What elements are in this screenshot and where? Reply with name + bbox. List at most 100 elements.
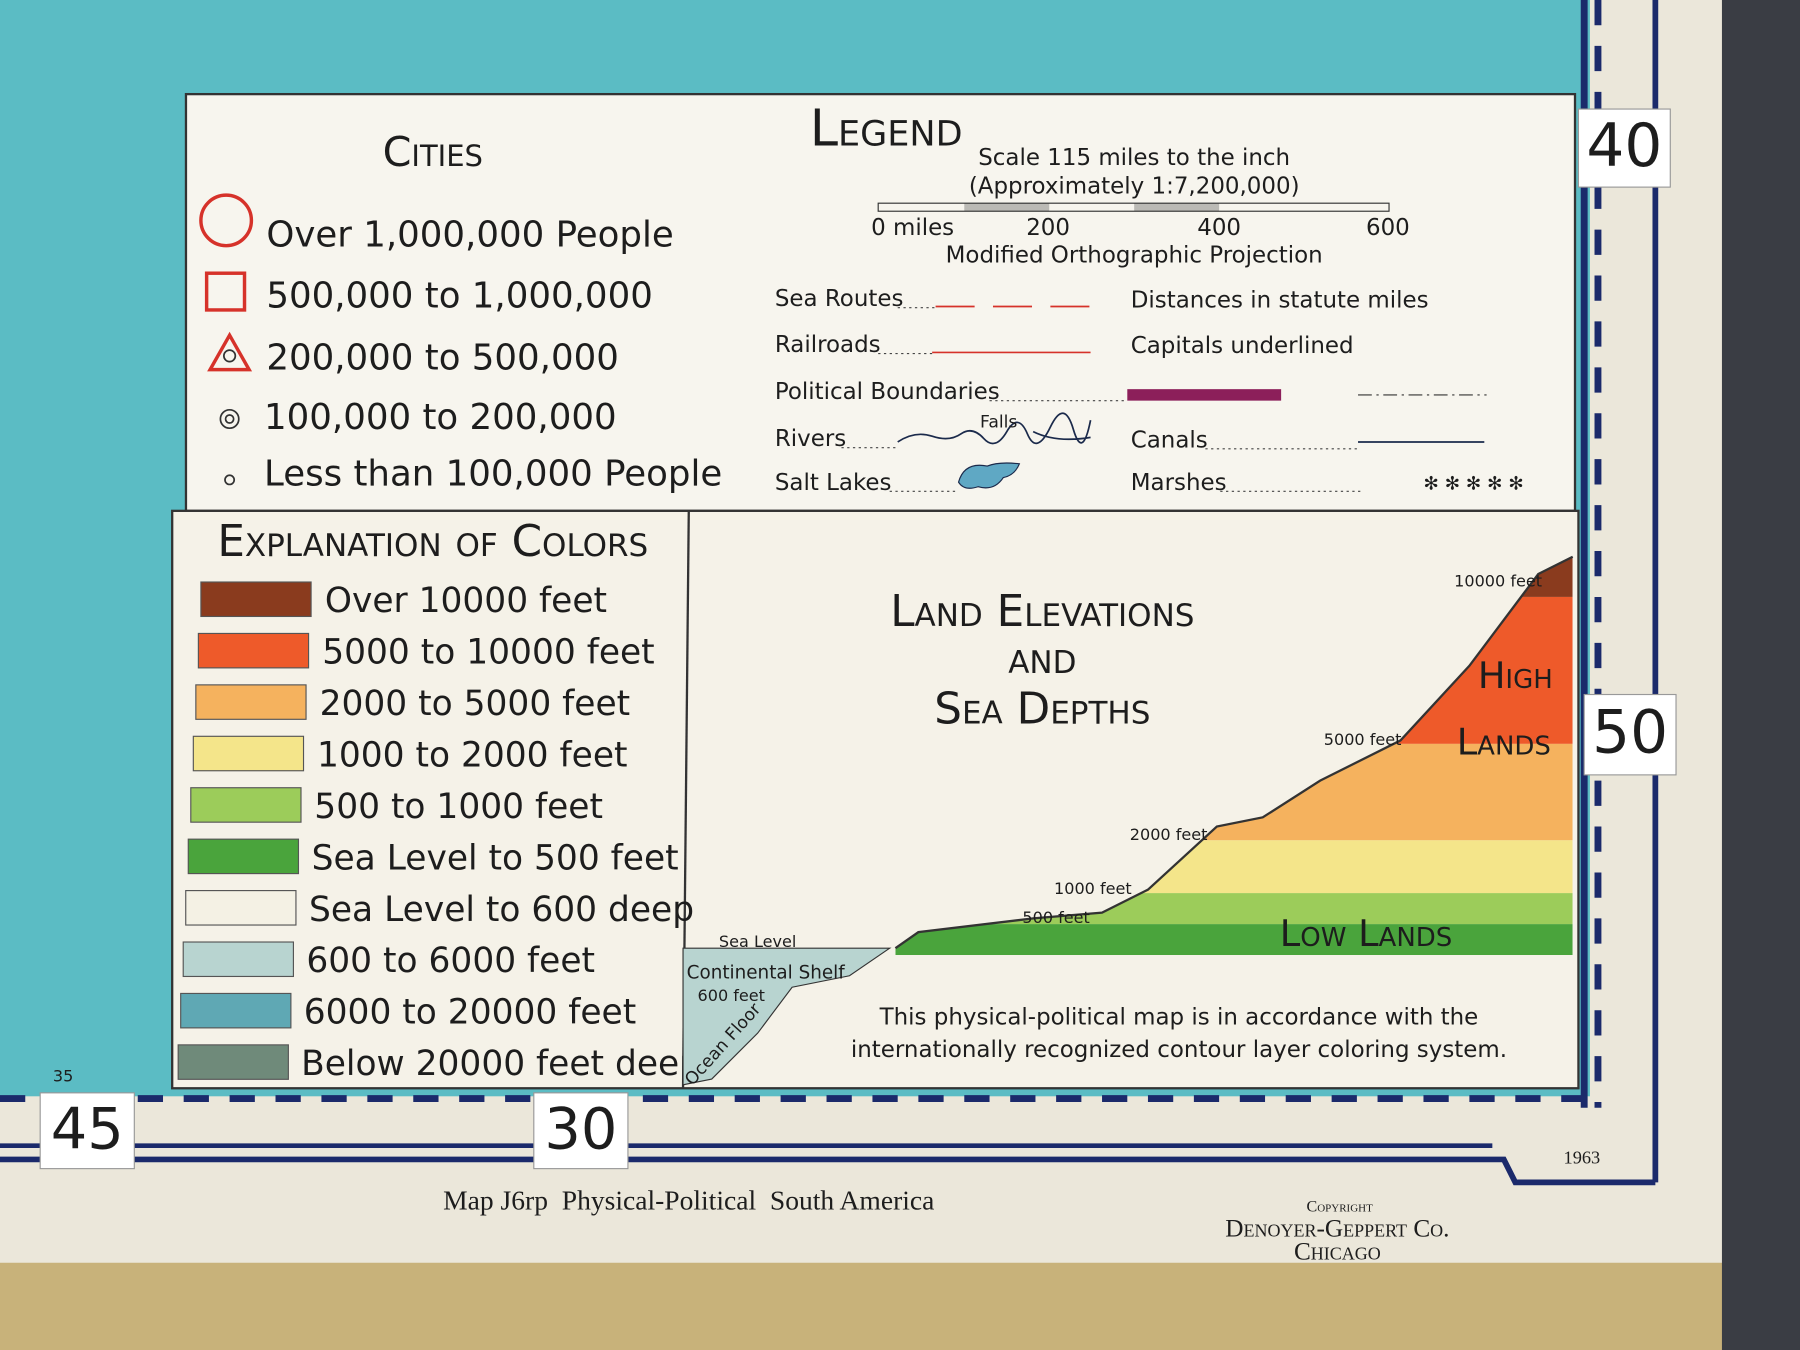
grid-label: 30: [544, 1096, 617, 1163]
scale-text: Scale 115 miles to the inch: [978, 145, 1290, 171]
elev-label: 600 feet: [698, 986, 765, 1005]
symbol: [207, 331, 253, 372]
grid-label: 50: [1592, 698, 1668, 767]
label-box: [1583, 693, 1677, 776]
grid-labels: 40 50 45 30 35: [39, 108, 1677, 1170]
color-swatch: [200, 581, 312, 618]
copyright: Copyright: [1307, 1198, 1374, 1215]
elev-label: 10000 feet: [1454, 572, 1542, 591]
symbol-label: Canals: [1131, 427, 1208, 453]
color-swatch: [190, 787, 302, 823]
color-swatch: [180, 992, 292, 1029]
color-swatch: [182, 941, 294, 978]
falls-label: Falls: [980, 412, 1017, 432]
band: [895, 924, 1573, 956]
color-label: Sea Level to 500 feet: [312, 838, 679, 878]
boundary: [1127, 389, 1282, 401]
color-swatch: [197, 632, 310, 669]
color-swatch: [195, 684, 307, 720]
symbol-label: Political Boundaries: [775, 379, 1000, 405]
note: internationally recognized contour layer…: [851, 1037, 1507, 1063]
symbol-label: Sea Routes: [775, 286, 904, 312]
diagram-title: Sea Depths: [934, 685, 1150, 735]
color-label: 2000 to 5000 feet: [320, 684, 631, 724]
scale-text: (Approximately 1:7,200,000): [969, 174, 1300, 200]
year: 1963: [1564, 1148, 1601, 1168]
diagram-title: and: [1008, 634, 1076, 684]
scale-label: 0 miles: [871, 215, 954, 241]
legend-title: Legend: [810, 99, 963, 158]
color-list: Over 10000 feet 5000 to 10000 feet 2000 to…: [177, 581, 701, 1084]
colors-title: Explanation of Colors: [217, 517, 648, 567]
city-symbols: [199, 193, 254, 486]
color-label: Sea Level to 600 deep: [309, 890, 694, 930]
label-box: [1577, 108, 1671, 188]
color-label: 6000 to 20000 feet: [304, 993, 636, 1033]
symbol-label: Marshes: [1131, 470, 1227, 496]
symbol-label: Rivers: [775, 426, 846, 452]
legend-box: [184, 92, 1577, 512]
city-label: 500,000 to 1,000,000: [266, 275, 653, 316]
city: Chicago: [1294, 1237, 1381, 1265]
elev-label: Continental Shelf: [687, 962, 846, 983]
color-swatch: [187, 838, 300, 875]
cities-title: Cities: [383, 128, 483, 176]
city-label: 200,000 to 500,000: [266, 337, 619, 378]
sea-floor: [682, 947, 892, 1086]
scale-label: 400: [1197, 215, 1241, 241]
elev-label: 5000 feet: [1324, 730, 1402, 749]
river: [897, 412, 1092, 445]
grid-label: 40: [1586, 112, 1662, 181]
profile: [894, 555, 1574, 950]
color-swatch: [192, 735, 305, 772]
scale-bar: [1134, 203, 1220, 212]
map-title: Map J6rp Physical-Political South Americ…: [443, 1184, 934, 1215]
diagram-title: Land Elevations: [890, 587, 1194, 637]
scale-bar: [877, 202, 1390, 212]
projection: Modified Orthographic Projection: [946, 242, 1323, 268]
color-label: Over 10000 feet: [325, 581, 607, 621]
city-label: Over 1,000,000 People: [266, 214, 673, 255]
carpet: [1721, 0, 1800, 1350]
label-box: [533, 1092, 629, 1170]
publisher: Denoyer-Geppert Co.: [1225, 1214, 1449, 1242]
symbol: [224, 414, 235, 424]
city-list: Over 1,000,000 People 500,000 to 1,000,00…: [264, 214, 722, 494]
symbol-label: Salt Lakes: [775, 470, 892, 496]
color-label: 600 to 6000 feet: [306, 941, 595, 981]
grid-label: 35: [53, 1066, 73, 1085]
grid-label: 45: [51, 1096, 124, 1163]
elev-label: 1000 feet: [1054, 879, 1132, 898]
note-label: Distances in statute miles: [1131, 287, 1429, 313]
symbol: [222, 349, 237, 363]
symbol: [204, 271, 247, 312]
zone-label: High: [1478, 654, 1553, 697]
color-swatch: [177, 1044, 289, 1080]
zone-label: Low Lands: [1280, 912, 1453, 955]
scale-label: 600: [1366, 215, 1410, 241]
color-label: 5000 to 10000 feet: [322, 633, 654, 673]
elev-label: 2000 feet: [1130, 825, 1208, 844]
label-box: [39, 1092, 135, 1170]
note-label: Capitals underlined: [1131, 333, 1354, 359]
scale-label: 200: [1026, 215, 1070, 241]
elev-label: Sea Level: [719, 932, 796, 951]
symbol: [199, 193, 254, 248]
marsh: ✻ ✻ ✻ ✻ ✻: [1423, 473, 1523, 494]
symbol: [219, 408, 240, 430]
salt-lake: [957, 462, 1021, 489]
color-label: 500 to 1000 feet: [314, 787, 603, 827]
border: [0, 1156, 1656, 1186]
elev-label: 500 feet: [1022, 908, 1089, 927]
symbol-label: Railroads: [775, 332, 881, 358]
city-label: Less than 100,000 People: [264, 453, 722, 494]
color-swatch: [185, 890, 297, 926]
city-label: 100,000 to 200,000: [264, 397, 617, 438]
zone-label: Lands: [1457, 720, 1551, 763]
scale-bar: [964, 203, 1050, 212]
color-label: Below 20000 feet deep: [301, 1044, 701, 1084]
rod: [0, 1262, 1800, 1350]
color-label: 1000 to 2000 feet: [317, 735, 628, 775]
